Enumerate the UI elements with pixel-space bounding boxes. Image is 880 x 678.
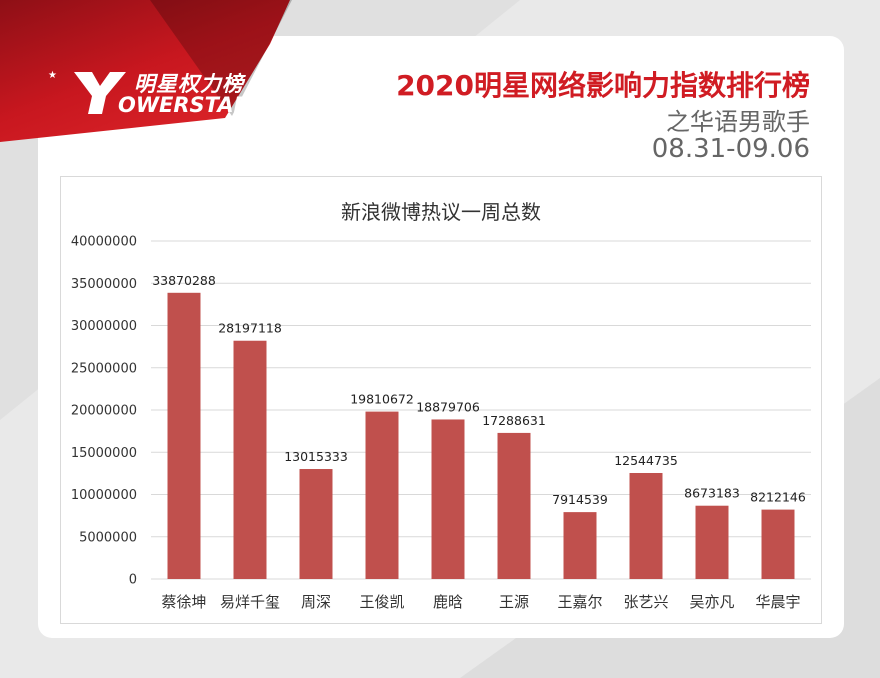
y-tick-label: 0 [129,573,137,588]
date-range: 08.31-09.06 [651,134,810,164]
y-tick-label: 5000000 [79,530,137,545]
bar [629,472,663,579]
logo-chinese-text: 明星权力榜 [134,72,244,96]
x-category-label: 鹿晗 [433,593,463,611]
bar-chart: 新浪微博热议一周总数 0 5000000 10000000 15000000 20000… [71,200,811,611]
y-tick-label: 25000000 [71,361,137,376]
bar [563,512,597,579]
bar [695,505,729,579]
star-icon: ★ [48,70,57,81]
x-category-label: 蔡徐坤 [161,593,206,611]
y-axis-ticks: 0 5000000 10000000 15000000 20000000 25000000… [71,235,137,588]
logo-english-text: OWERSTAR [118,93,250,117]
bar [233,340,267,579]
x-axis-categories: 蔡徐坤 易烊千玺 周深 王俊凯 鹿晗 王源 王嘉尔 张艺兴 吴亦凡 华晨宇 [161,593,800,611]
data-label: 33870288 [152,273,216,288]
bars [167,292,795,579]
data-label: 8212146 [750,490,806,505]
bar [761,509,795,579]
x-category-label: 王俊凯 [359,593,404,611]
x-category-label: 华晨宇 [755,593,800,611]
data-label: 7914539 [552,492,608,507]
y-tick-label: 35000000 [71,277,137,292]
data-label: 19810672 [350,392,414,407]
data-label: 13015333 [284,449,348,464]
x-category-label: 吴亦凡 [689,593,734,611]
bar [365,411,399,579]
y-tick-label: 40000000 [71,235,137,250]
data-label: 28197118 [218,321,282,336]
x-category-label: 易烊千玺 [220,593,280,611]
x-category-label: 王源 [499,593,529,611]
y-tick-label: 10000000 [71,488,137,503]
bar [167,292,201,579]
data-label: 12544735 [614,453,678,468]
x-category-label: 王嘉尔 [557,593,602,611]
data-labels: 33870288 28197118 13015333 1981067218879706… [152,273,806,507]
data-label: 8673183 [684,486,740,501]
page-subtitle: 之华语男歌手 [666,108,810,136]
bar [497,432,531,579]
chart-container: 新浪微博热议一周总数 0 5000000 10000000 15000000 20000… [60,176,822,624]
data-label: 18879706 [416,399,480,414]
powerstar-logo-icon [74,72,126,114]
y-tick-label: 20000000 [71,404,137,419]
bar [299,469,333,579]
x-category-label: 周深 [301,593,331,611]
data-label: 17288631 [482,413,546,428]
bar [431,419,465,579]
chart-title: 新浪微博热议一周总数 [341,200,541,224]
y-tick-label: 30000000 [71,319,137,334]
page-title: 2020明星网络影响力指数排行榜 [396,69,810,102]
x-category-label: 张艺兴 [623,593,668,611]
y-tick-label: 15000000 [71,446,137,461]
